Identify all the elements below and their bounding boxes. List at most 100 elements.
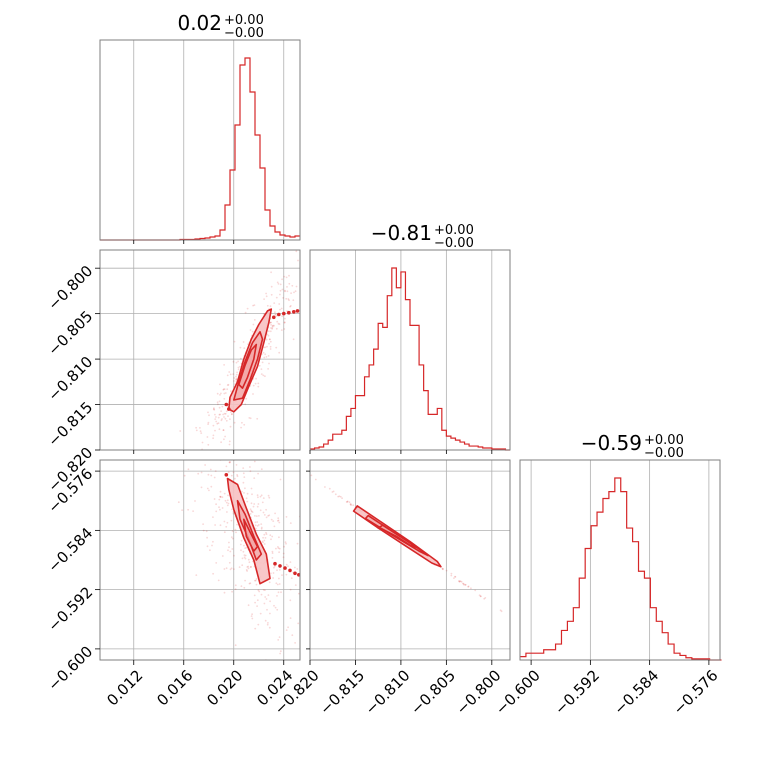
x-tick-label-2: −0.584 bbox=[610, 666, 662, 718]
outlier-point-4 bbox=[293, 571, 297, 576]
sample-point bbox=[254, 521, 257, 524]
sample-point bbox=[283, 275, 286, 278]
joint-frame-0-1 bbox=[99, 249, 301, 451]
sample-point bbox=[261, 540, 264, 543]
sample-point bbox=[273, 525, 276, 528]
sample-point bbox=[273, 302, 276, 304]
sample-point bbox=[207, 421, 210, 424]
sample-point bbox=[467, 585, 470, 588]
sample-point bbox=[292, 338, 295, 341]
sample-point bbox=[292, 299, 295, 302]
sample-point bbox=[247, 565, 250, 568]
sample-point bbox=[296, 568, 299, 570]
sample-point bbox=[215, 562, 218, 564]
sample-point bbox=[231, 508, 233, 511]
joint-frame-0-2 bbox=[99, 459, 301, 661]
x-tick-label-3: −0.805 bbox=[407, 666, 459, 718]
sample-point bbox=[348, 501, 351, 504]
sample-point bbox=[234, 588, 237, 591]
sample-point bbox=[212, 424, 215, 427]
sample-point bbox=[273, 324, 275, 327]
sample-point bbox=[262, 511, 265, 514]
sample-point bbox=[484, 597, 487, 599]
sample-point bbox=[247, 558, 250, 561]
sample-point bbox=[289, 599, 292, 602]
sample-point bbox=[288, 299, 290, 302]
sample-point bbox=[265, 356, 268, 358]
sample-point bbox=[245, 397, 248, 400]
sample-point bbox=[240, 585, 243, 588]
sample-point bbox=[253, 319, 256, 321]
outlier-point-2 bbox=[283, 566, 287, 570]
sample-point bbox=[337, 495, 340, 498]
sample-point bbox=[229, 461, 231, 463]
sample-point bbox=[254, 515, 256, 517]
sample-point bbox=[219, 495, 222, 498]
sample-point bbox=[239, 357, 242, 360]
sample-point bbox=[266, 304, 269, 307]
sample-point bbox=[200, 486, 203, 489]
sample-point bbox=[253, 594, 256, 597]
sample-point bbox=[218, 413, 221, 416]
sample-point bbox=[208, 414, 210, 417]
sample-point bbox=[225, 501, 228, 504]
sample-point bbox=[253, 503, 256, 505]
sample-point bbox=[207, 423, 210, 425]
sample-point bbox=[215, 416, 217, 418]
sample-point bbox=[269, 330, 272, 333]
sample-point bbox=[235, 378, 238, 381]
sample-point bbox=[181, 509, 184, 511]
x-tick-label-1: 0.016 bbox=[153, 666, 196, 709]
sample-point bbox=[270, 321, 272, 324]
sample-point bbox=[211, 544, 213, 547]
sample-point bbox=[291, 284, 294, 287]
sample-point bbox=[271, 535, 274, 538]
sample-point bbox=[222, 388, 225, 391]
sample-point bbox=[200, 432, 203, 434]
sample-point bbox=[277, 517, 280, 520]
sample-point bbox=[223, 364, 226, 366]
x-ticks-inner-0-1 bbox=[133, 450, 285, 454]
sample-point bbox=[268, 362, 270, 365]
sample-point bbox=[231, 537, 234, 540]
sample-point bbox=[228, 440, 231, 443]
sample-point bbox=[260, 593, 263, 596]
sample-point bbox=[223, 531, 226, 534]
sample-point bbox=[232, 380, 235, 382]
sample-point bbox=[249, 508, 252, 511]
sample-point bbox=[257, 589, 260, 592]
outlier-point-4 bbox=[292, 310, 296, 314]
sample-point bbox=[243, 586, 246, 589]
sample-point bbox=[328, 487, 331, 490]
sample-point bbox=[207, 411, 209, 414]
sample-point bbox=[267, 355, 270, 357]
sample-point bbox=[234, 584, 237, 587]
sample-point bbox=[243, 492, 245, 494]
sample-point bbox=[256, 521, 259, 523]
sample-point bbox=[223, 591, 226, 594]
sample-point bbox=[222, 429, 225, 431]
sample-point bbox=[257, 524, 260, 526]
sample-point bbox=[287, 626, 289, 629]
sample-point bbox=[243, 347, 246, 349]
sample-point bbox=[499, 609, 502, 612]
sample-point bbox=[257, 382, 260, 385]
sample-point bbox=[194, 500, 196, 502]
sample-point bbox=[272, 577, 274, 579]
contour-level-3 bbox=[238, 343, 258, 389]
sample-point bbox=[229, 418, 231, 420]
sample-point bbox=[275, 346, 278, 349]
sample-point bbox=[255, 527, 257, 530]
sample-point bbox=[218, 406, 221, 409]
sample-point bbox=[271, 326, 274, 329]
sample-point bbox=[286, 286, 288, 288]
outlier-point-5 bbox=[295, 309, 300, 313]
sample-point bbox=[276, 583, 279, 586]
sample-point bbox=[219, 490, 222, 493]
sample-point bbox=[349, 503, 352, 505]
sample-point bbox=[229, 373, 232, 376]
sample-point bbox=[269, 340, 272, 343]
sample-point bbox=[290, 577, 293, 580]
sample-point bbox=[265, 508, 267, 511]
sample-point bbox=[279, 308, 281, 311]
